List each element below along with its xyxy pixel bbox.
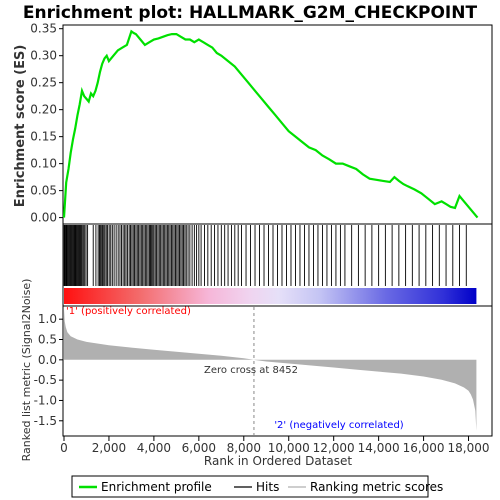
- bottom-y-tick-label: 0.0: [38, 353, 57, 367]
- top-y-tick-label: 0.15: [30, 130, 57, 144]
- positive-correlation-label: '1' (positively correlated): [66, 306, 191, 317]
- bottom-y-tick-label: 0.5: [38, 333, 57, 347]
- bottom-y-axis-label: Ranked list metric (Signal2Noise): [20, 279, 33, 462]
- bottom-y-tick-label: -1.5: [34, 414, 57, 428]
- legend-enrichment-label: Enrichment profile: [101, 480, 212, 494]
- ranking-metric-area: [64, 309, 477, 431]
- hit-lines: [63, 225, 467, 286]
- top-y-tick-label: 0.10: [30, 157, 57, 171]
- legend: Enrichment profile Hits Ranking metric s…: [71, 475, 443, 498]
- zero-cross-label: Zero cross at 8452: [204, 365, 298, 376]
- top-panel-frame: [62, 24, 493, 225]
- x-tick-label: 10,000: [268, 441, 310, 455]
- negative-correlation-label: '2' (negatively correlated): [274, 420, 403, 431]
- x-tick-label: 0: [60, 441, 68, 455]
- top-y-tick-label: 0.25: [30, 76, 57, 90]
- top-y-tick-label: 0.30: [30, 49, 57, 63]
- enrichment-profile-line: [62, 29, 479, 219]
- x-tick-label: 8,000: [227, 441, 261, 455]
- bottom-y-tick-label: 1.0: [38, 312, 57, 326]
- enrichment-score-panel: 0.00 0.05 0.10 0.15 0.20 0.25 0.30 0.35 Enrichm…: [13, 22, 493, 225]
- legend-metric-label: Ranking metric scores: [310, 480, 443, 494]
- x-tick-label: 2,000: [92, 441, 126, 455]
- x-tick-label: 12,000: [313, 441, 355, 455]
- x-ticks: 0 2,000 4,000 6,000 8,000 10,000 12,000 14,000 1…: [60, 436, 490, 455]
- chart-title: Enrichment plot: HALLMARK_G2M_CHECKPOINT: [23, 3, 478, 23]
- rank-color-bar: [64, 288, 477, 304]
- x-axis-label: Rank in Ordered Dataset: [204, 454, 352, 468]
- top-y-tick-label: 0.35: [30, 22, 57, 36]
- x-tick-label: 6,000: [182, 441, 216, 455]
- x-tick-label: 18,000: [448, 441, 490, 455]
- top-y-axis-label: Enrichment score (ES): [13, 45, 28, 208]
- x-tick-label: 4,000: [137, 441, 171, 455]
- top-y-tick-label: 0.00: [30, 211, 57, 225]
- legend-hits-label: Hits: [256, 480, 279, 494]
- hits-panel: [62, 223, 493, 307]
- bottom-y-tick-label: -0.5: [34, 373, 57, 387]
- bottom-y-tick-label: -1.0: [34, 393, 57, 407]
- top-y-ticks: 0.00 0.05 0.10 0.15 0.20 0.25 0.30 0.35: [30, 22, 63, 225]
- top-y-tick-label: 0.20: [30, 103, 57, 117]
- x-tick-label: 16,000: [403, 441, 445, 455]
- bottom-y-ticks: -1.5 -1.0 -0.5 0.0 0.5 1.0: [34, 312, 63, 428]
- top-y-tick-label: 0.05: [30, 184, 57, 198]
- x-tick-label: 14,000: [358, 441, 400, 455]
- ranked-metric-panel: '1' (positively correlated) Zero cross a…: [20, 279, 493, 468]
